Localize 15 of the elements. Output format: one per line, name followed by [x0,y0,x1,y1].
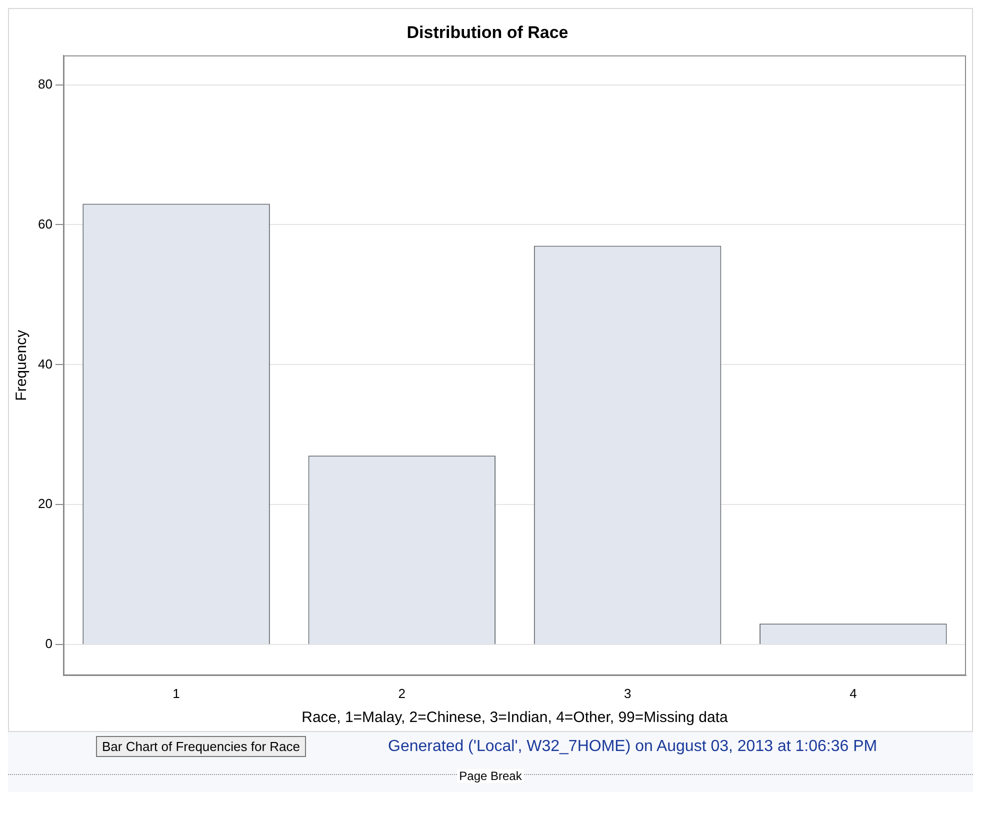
y-tick-label: 0 [45,636,52,652]
y-tick-label: 40 [38,356,52,372]
x-tick-label: 2 [398,686,406,701]
chart-title: Distribution of Race [406,22,568,42]
x-tick-label: 4 [850,686,857,701]
y-tick-label: 80 [38,76,52,92]
y-tick-label: 60 [38,216,52,232]
x-axis-title: Race, 1=Malay, 2=Chinese, 3=Indian, 4=Other, 99=Missing data [302,709,729,726]
y-tick-label: 20 [38,496,52,512]
x-tick-label: 3 [624,686,632,701]
text: Generated ('Local', W32_7HOME) on August 03, 2013 at 1:06:36 PM [388,738,878,756]
y-axis-title: Frequency [13,329,30,401]
x-tick-label: 1 [172,686,180,701]
text: Bar Chart of Frequencies for Race [96,736,306,757]
text: Page Break [457,769,524,783]
